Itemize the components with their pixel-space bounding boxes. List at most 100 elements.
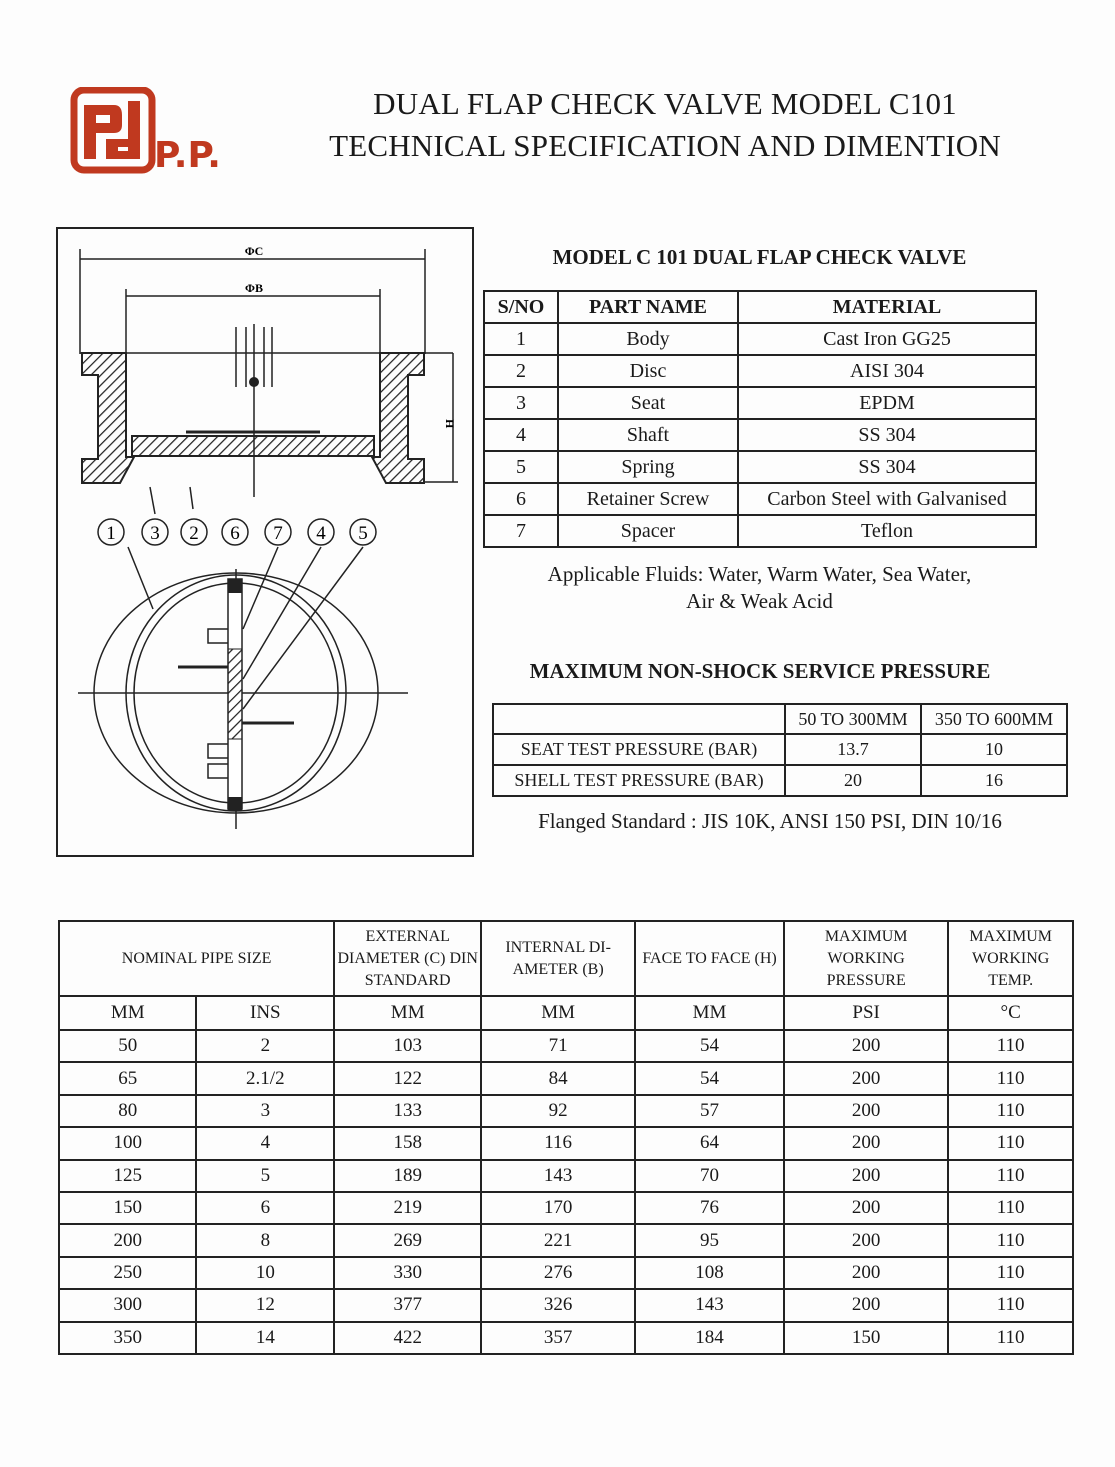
table-cell: 110 <box>947 1126 1074 1161</box>
table-cell: 108 <box>634 1255 785 1291</box>
table-cell: Disc <box>557 354 739 388</box>
table-cell: 350 <box>57 1320 198 1355</box>
table-cell: 357 <box>480 1320 637 1355</box>
table-cell: 2.1/2 <box>195 1061 336 1096</box>
table-cell: SEAT TEST PRESSURE (BAR) <box>492 733 786 766</box>
table-cell: 189 <box>333 1158 483 1193</box>
table-cell: 116 <box>480 1126 637 1161</box>
table-cell: Teflon <box>737 514 1037 548</box>
table-cell: 54 <box>634 1061 785 1096</box>
table-row: 5 Spring SS 304 <box>483 450 1037 484</box>
unit-cell: PSI <box>782 995 950 1031</box>
table-cell: 200 <box>782 1093 950 1129</box>
table-cell: 54 <box>634 1028 785 1064</box>
table-cell: 200 <box>782 1255 950 1291</box>
table-row: 300 12 377 326 143 200 110 <box>57 1288 1074 1323</box>
header-max-pressure: MAXIMUM WORKING PRESSURE <box>782 920 950 997</box>
table-cell: 80 <box>57 1093 198 1129</box>
table-cell: 103 <box>333 1028 483 1064</box>
table-cell: EPDM <box>737 386 1037 420</box>
table-cell: 377 <box>333 1288 483 1323</box>
table-cell: 65 <box>57 1061 198 1096</box>
unit-cell: MM <box>634 995 785 1031</box>
table-cell: 110 <box>947 1158 1074 1193</box>
table-cell: 219 <box>333 1190 483 1226</box>
table-cell: 2 <box>195 1028 336 1064</box>
table-cell: 300 <box>57 1288 198 1323</box>
table-cell: 110 <box>947 1320 1074 1355</box>
dim-h-label: H <box>443 419 457 429</box>
col-header: MATERIAL <box>737 290 1037 324</box>
table-cell: 4 <box>195 1126 336 1161</box>
table-cell: Spacer <box>557 514 739 548</box>
table-row: SEAT TEST PRESSURE (BAR) 13.7 10 <box>492 733 1068 766</box>
table-cell: 221 <box>480 1223 637 1258</box>
table-cell: Retainer Screw <box>557 482 739 516</box>
balloon-3: 3 <box>150 523 160 544</box>
table-row: 3 Seat EPDM <box>483 386 1037 420</box>
table-cell: 326 <box>480 1288 637 1323</box>
table-cell: Seat <box>557 386 739 420</box>
dimensions-table: NOMINAL PIPE SIZE EXTERNAL DIAMETER (C) … <box>57 920 1074 1355</box>
title-line-2: TECHNICAL SPECIFICATION AND DIMENTION <box>329 128 1001 163</box>
parts-table: S/NO PART NAME MATERIAL 1 Body Cast Iron GG2… <box>483 290 1037 548</box>
table-row: 350 14 422 357 184 150 110 <box>57 1320 1074 1355</box>
balloon-7: 7 <box>273 523 283 544</box>
table-cell: 200 <box>782 1061 950 1096</box>
company-logo: P.P. <box>70 86 260 182</box>
balloon-5: 5 <box>358 523 368 544</box>
table-cell: Body <box>557 322 739 356</box>
applicable-fluids: Applicable Fluids: Water, Warm Water, Se… <box>483 561 1036 615</box>
table-cell: 125 <box>57 1158 198 1193</box>
table-cell: 20 <box>784 764 922 797</box>
table-row: 150 6 219 170 76 200 110 <box>57 1190 1074 1226</box>
table-row: 65 2.1/2 122 84 54 200 110 <box>57 1061 1074 1096</box>
table-cell: 92 <box>480 1093 637 1129</box>
table-cell: 10 <box>920 733 1068 766</box>
table-cell: 10 <box>195 1255 336 1291</box>
table-row: 4 Shaft SS 304 <box>483 418 1037 452</box>
table-cell: 200 <box>782 1028 950 1064</box>
table-row: 1 Body Cast Iron GG25 <box>483 322 1037 356</box>
table-cell: 200 <box>782 1190 950 1226</box>
table-cell: 13.7 <box>784 733 922 766</box>
table-cell: 7 <box>483 514 559 548</box>
table-cell: 110 <box>947 1190 1074 1226</box>
table-cell: 71 <box>480 1028 637 1064</box>
col-header <box>492 703 786 735</box>
logo-text: P.P. <box>154 135 221 176</box>
table-cell: 200 <box>57 1223 198 1258</box>
table-row: 7 Spacer Teflon <box>483 514 1037 548</box>
table-cell: 250 <box>57 1255 198 1291</box>
table-cell: 133 <box>333 1093 483 1129</box>
table-cell: 5 <box>483 450 559 484</box>
dim-b-label: ΦB <box>245 281 263 295</box>
table-row: 2 Disc AISI 304 <box>483 354 1037 388</box>
table-row: 80 3 133 92 57 200 110 <box>57 1093 1074 1129</box>
table-cell: Shaft <box>557 418 739 452</box>
balloon-6: 6 <box>230 523 240 544</box>
col-header: 50 TO 300MM <box>784 703 922 735</box>
table-cell: 110 <box>947 1028 1074 1064</box>
table-cell: 110 <box>947 1255 1074 1291</box>
table-cell: 84 <box>480 1061 637 1096</box>
pressure-table: 50 TO 300MM 350 TO 600MM SEAT TEST PRESSU… <box>492 703 1068 797</box>
table-row: 6 Retainer Screw Carbon Steel with Galvani… <box>483 482 1037 516</box>
table-cell: 3 <box>483 386 559 420</box>
table-cell: Cast Iron GG25 <box>737 322 1037 356</box>
col-header: S/NO <box>483 290 559 324</box>
balloon-1: 1 <box>106 523 116 544</box>
table-cell: 143 <box>480 1158 637 1193</box>
table-cell: SS 304 <box>737 418 1037 452</box>
table-cell: SS 304 <box>737 450 1037 484</box>
table-cell: 14 <box>195 1320 336 1355</box>
table-cell: AISI 304 <box>737 354 1037 388</box>
table-row: 250 10 330 276 108 200 110 <box>57 1255 1074 1291</box>
table-cell: 200 <box>782 1288 950 1323</box>
table-cell: 70 <box>634 1158 785 1193</box>
flanged-standard: Flanged Standard : JIS 10K, ANSI 150 PSI… <box>538 809 1002 833</box>
table-cell: 200 <box>782 1126 950 1161</box>
balloon-2: 2 <box>189 523 199 544</box>
header-max-temp: MAXIMUM WORKING TEMP. <box>947 920 1074 997</box>
